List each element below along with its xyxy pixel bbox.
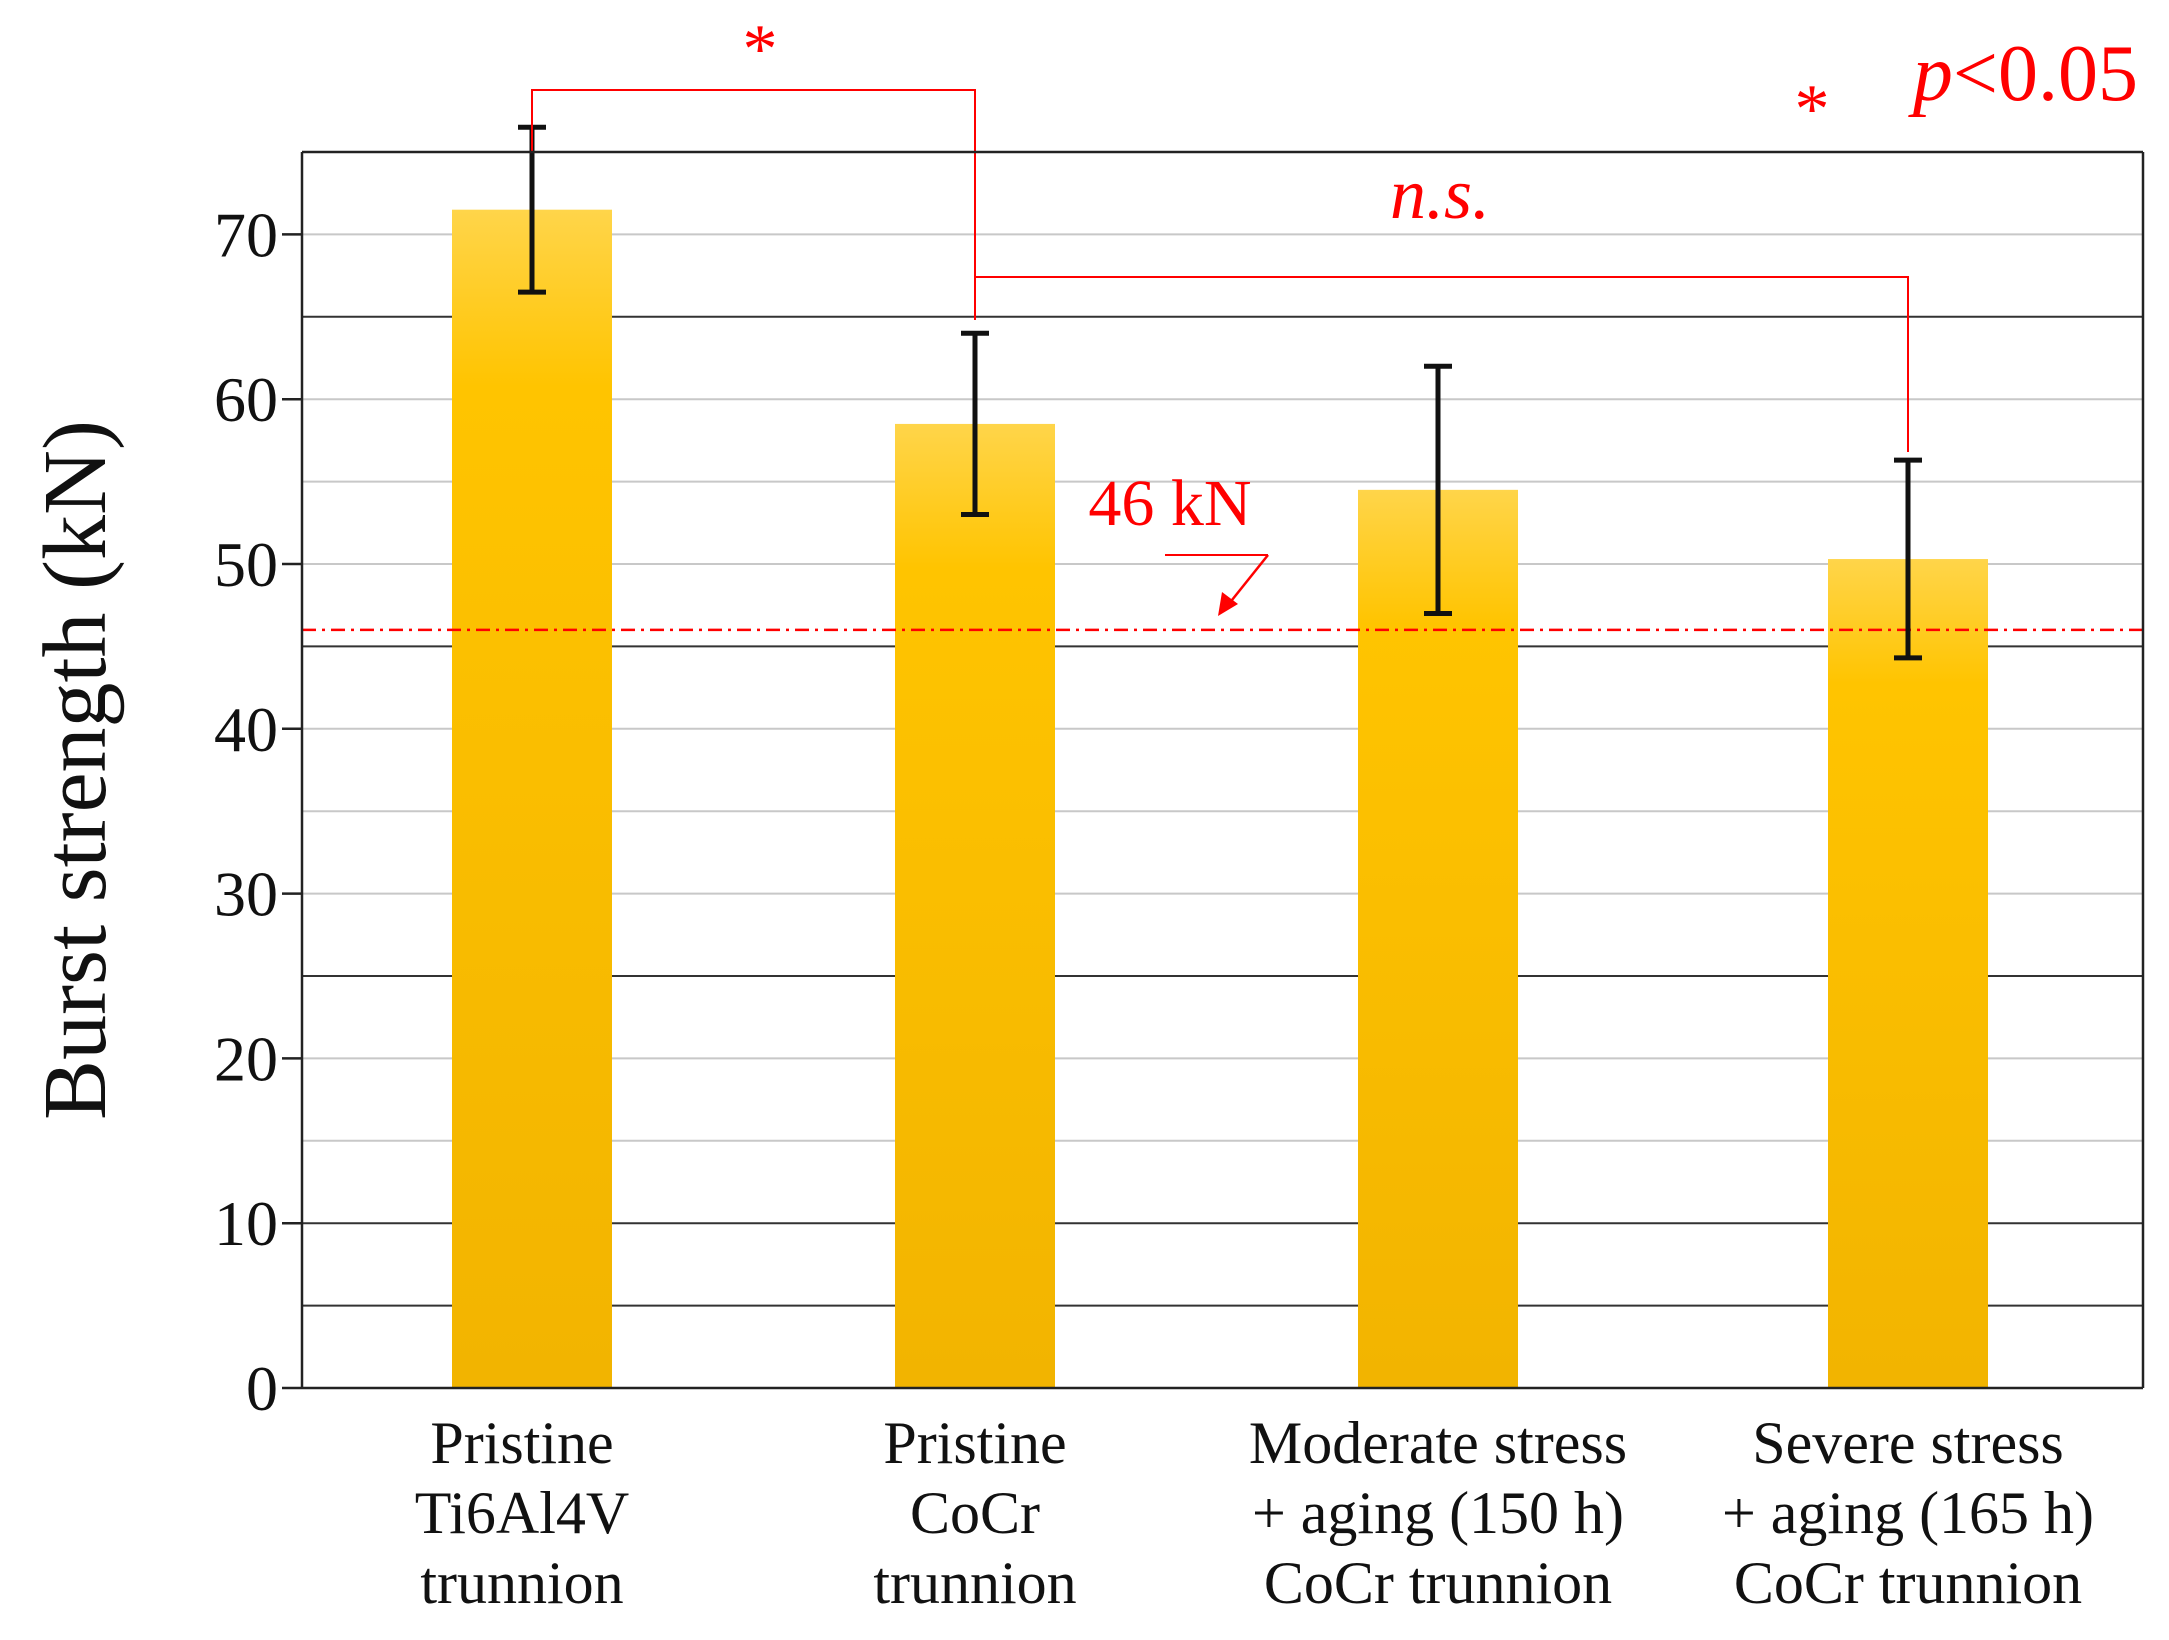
y-tick-label: 30 — [214, 859, 278, 930]
x-tick-label: Severe stress — [1752, 1410, 2064, 1476]
legend-star: * — [1795, 71, 1830, 148]
bar — [452, 209, 612, 1389]
x-tick-label: + aging (165 h) — [1722, 1480, 2094, 1546]
x-tick-label: trunnion — [420, 1550, 623, 1616]
x-tick-label: Pristine — [883, 1410, 1066, 1476]
y-tick-label: 20 — [214, 1023, 278, 1094]
y-tick-label: 50 — [214, 529, 278, 600]
significance-bracket — [531, 89, 976, 320]
reference-arrow-head — [1218, 592, 1238, 616]
x-tick-label: Pristine — [430, 1410, 613, 1476]
x-tick-label: Moderate stress — [1249, 1410, 1627, 1476]
x-tick-label: CoCr — [910, 1480, 1040, 1546]
y-tick-label: 70 — [214, 199, 278, 270]
y-tick-label: 60 — [214, 364, 278, 435]
bar-layer — [452, 209, 1988, 1389]
reference-layer: 46 kN — [302, 467, 2143, 632]
x-tick-label: CoCr trunnion — [1734, 1550, 2082, 1616]
text-layer: 0 10 20 30 40 50 60 70 Burst strength (kN) Pristi… — [26, 199, 2094, 1616]
significance-bracket — [975, 276, 1909, 452]
x-tick-label: Ti6Al4V — [415, 1480, 630, 1546]
bar — [895, 423, 1055, 1388]
significance-label: * — [743, 11, 778, 88]
significance-label: n.s. — [1390, 154, 1490, 234]
y-tick-label: 0 — [246, 1353, 278, 1424]
y-tick-label: 40 — [214, 694, 278, 765]
bar — [1828, 559, 1988, 1388]
reference-line-label: 46 kN — [1088, 467, 1251, 540]
y-axis-label: Burst strength (kN) — [26, 420, 125, 1120]
y-tick-label: 10 — [214, 1188, 278, 1259]
x-tick-label: + aging (150 h) — [1252, 1480, 1624, 1546]
bar — [1358, 489, 1518, 1389]
significance-layer: * n.s. * p<0.05 — [531, 11, 2138, 452]
x-tick-label: CoCr trunnion — [1264, 1550, 1612, 1616]
error-bar-layer — [518, 124, 1922, 661]
reference-arrow-shaft — [1227, 554, 1269, 606]
axis-layer — [282, 150, 2145, 1390]
legend-text: p<0.05 — [1908, 30, 2138, 118]
x-tick-label: trunnion — [873, 1550, 1076, 1616]
